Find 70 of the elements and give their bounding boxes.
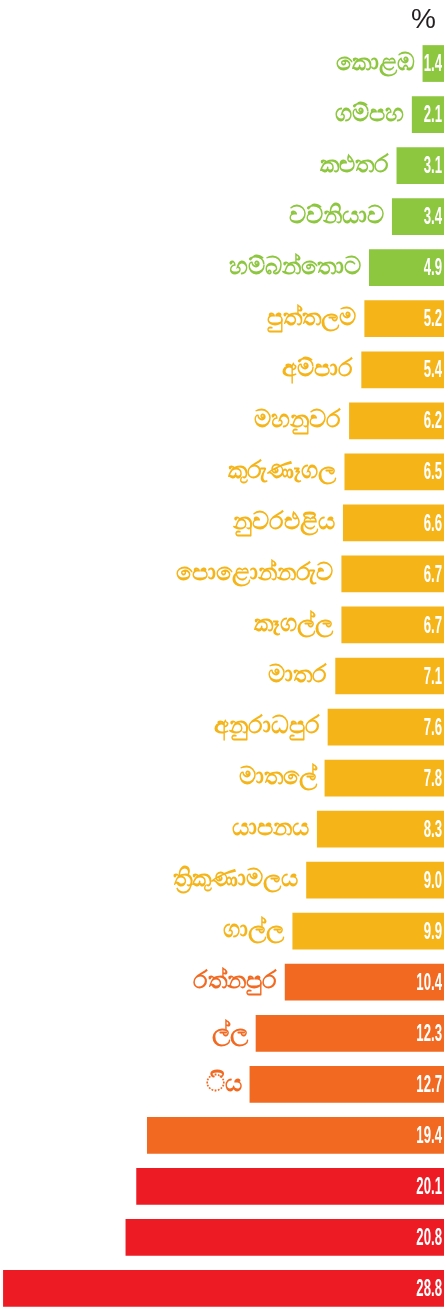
data-label: 2.1 <box>423 99 443 128</box>
data-label: 20.1 <box>416 1171 443 1199</box>
data-label: 6.7 <box>423 559 442 587</box>
data-label: 3.4 <box>423 201 443 230</box>
y-tick-label: කළුතර <box>319 149 389 178</box>
data-label: 20.8 <box>416 1222 443 1251</box>
data-label: 6.6 <box>423 508 443 536</box>
bar <box>3 1270 444 1307</box>
data-label: 6.2 <box>423 406 442 434</box>
bar <box>284 963 444 1001</box>
y-tick-label: නුවරඑළිය <box>231 507 335 538</box>
y-tick-label: මහනුවර <box>254 405 342 436</box>
data-label: 5.4 <box>423 355 443 383</box>
y-tick-label: ිය <box>205 1068 242 1097</box>
bar <box>292 912 444 950</box>
y-tick-label: අනුරාධපුර <box>213 711 320 742</box>
data-label: 6.7 <box>423 610 442 638</box>
bar <box>368 249 444 287</box>
bar <box>396 147 444 184</box>
bar <box>391 198 444 236</box>
chart-title: % <box>411 2 436 34</box>
bar <box>341 606 444 644</box>
data-label: 19.4 <box>416 1120 443 1148</box>
y-tick-label: ත්‍රිකුණාමලය <box>173 864 299 895</box>
y-tick-label: පුත්තලම <box>267 302 357 333</box>
bar <box>344 453 444 491</box>
bar <box>364 300 444 338</box>
data-label: 5.2 <box>423 304 442 332</box>
y-tick-label: කුරුණෑගල <box>228 456 338 486</box>
data-label: 7.8 <box>423 763 443 791</box>
y-tick-label: වව්නියාව <box>288 200 384 229</box>
data-label: 3.1 <box>423 150 443 179</box>
y-tick-label: කෑගල්ල <box>254 609 335 639</box>
y-tick-label: අම්පාර <box>282 353 354 384</box>
bar <box>335 657 444 695</box>
y-tick-label: මාතලේ <box>238 762 318 792</box>
data-label: 8.3 <box>423 814 443 842</box>
bar <box>125 1219 444 1256</box>
y-tick-label: මාතර <box>268 660 328 689</box>
bar <box>316 810 444 848</box>
data-label: 12.7 <box>416 1069 442 1097</box>
bar <box>146 1116 444 1154</box>
data-label: 7.6 <box>423 712 443 740</box>
y-tick-label: ගම්පහ <box>334 98 404 127</box>
bar <box>255 1014 444 1052</box>
bar <box>136 1168 444 1205</box>
bar <box>249 1065 444 1103</box>
y-tick-label: හම්බන්තොට <box>228 251 361 280</box>
y-tick-label: ල්ල <box>211 1017 249 1047</box>
bar <box>324 759 444 797</box>
data-label: 10.4 <box>416 967 443 995</box>
bar <box>327 708 444 746</box>
data-label: 6.5 <box>423 457 443 485</box>
y-tick-label: යාපනය <box>231 813 309 842</box>
bar <box>341 555 444 593</box>
data-label: 1.4 <box>423 48 443 77</box>
y-tick-label: පොළොන්නරුව <box>176 558 334 588</box>
data-label: 7.1 <box>423 661 443 689</box>
data-label: 28.8 <box>416 1273 443 1302</box>
bar <box>361 351 444 389</box>
bar <box>306 861 444 899</box>
data-label: 9.0 <box>423 865 442 893</box>
data-label: 12.3 <box>416 1018 443 1046</box>
bar <box>342 504 444 542</box>
data-label: 4.9 <box>423 253 443 281</box>
y-tick-label: රත්නපුර <box>192 966 277 997</box>
y-tick-label: කොළඹ <box>335 47 415 77</box>
data-label: 9.9 <box>423 916 443 944</box>
y-tick-label: ගාල්ල <box>223 915 286 945</box>
bar <box>349 402 444 440</box>
